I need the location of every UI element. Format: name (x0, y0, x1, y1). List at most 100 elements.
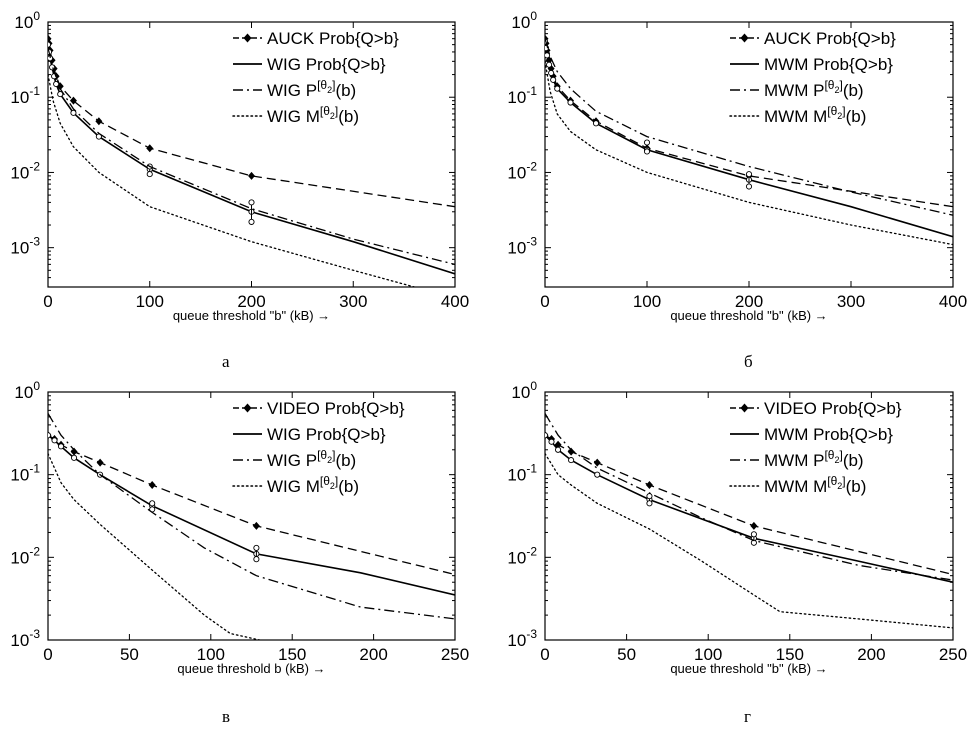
data-point (594, 471, 601, 478)
y-tick-label: 10-3 (10, 235, 40, 258)
x-tick-label: 50 (617, 645, 636, 664)
error-bar-cap (646, 500, 653, 507)
legend-label: WIG P[θ2](b) (267, 78, 356, 100)
chart-a: 0 100 200 300 400 100 10-1 10-2 10-3 queue thresh… (10, 9, 469, 323)
x-tick-label: 50 (120, 645, 139, 664)
legend-label: WIG Prob{Q>b} (267, 55, 386, 74)
x-tick-label: 300 (837, 292, 865, 311)
y-tick-label: 10-2 (507, 544, 537, 567)
error-bar-cap (745, 171, 753, 178)
y-tick-label: 10-1 (507, 462, 537, 485)
series-line-3 (545, 60, 953, 246)
x-tick-label: 100 (136, 292, 164, 311)
data-point (57, 91, 64, 98)
series-line-2 (545, 38, 953, 216)
chart-d: 0 50 100 150 200 250 100 10-1 10-2 10-3 queue thre… (507, 379, 967, 676)
caption-a: а (222, 352, 230, 371)
x-tick-label: 250 (441, 645, 469, 664)
y-tick-label: 10-1 (10, 462, 40, 485)
legend-label: WIG M[θ2](b) (267, 474, 359, 496)
data-point (248, 171, 255, 180)
data-point (548, 69, 555, 77)
x-tick-label: 150 (776, 645, 804, 664)
data-point (146, 144, 154, 153)
data-point (548, 438, 555, 445)
x-tick-label: 400 (939, 292, 967, 311)
error-bar-cap (643, 139, 651, 146)
error-bar-cap (253, 544, 260, 551)
y-tick-label: 10-2 (10, 159, 40, 182)
series-line-1 (48, 434, 455, 596)
legend-label: VIDEO Prob{Q>b} (267, 399, 405, 418)
data-point (568, 457, 575, 464)
caption-d: г (744, 707, 751, 726)
legend-label: MWM M[θ2](b) (764, 474, 866, 496)
series-line-0 (48, 434, 455, 576)
data-point (567, 99, 574, 106)
legend-label: MWM M[θ2](b) (764, 104, 866, 126)
y-tick-label: 100 (511, 9, 537, 32)
legend-label: WIG Prob{Q>b} (267, 425, 386, 444)
x-tick-label: 100 (694, 645, 722, 664)
data-point (70, 109, 77, 116)
y-tick-label: 100 (14, 9, 40, 32)
chart-c: 0 50 100 150 200 250 100 10-1 10-2 10-3 queue thre… (10, 379, 469, 676)
x-tick-label: 0 (43, 645, 52, 664)
legend-label: WIG M[θ2](b) (267, 104, 359, 126)
x-tick-label: 150 (278, 645, 306, 664)
series-line-2 (48, 413, 455, 620)
series-line-2 (545, 413, 953, 581)
data-point (95, 117, 103, 126)
error-bar-cap (646, 493, 653, 500)
y-tick-label: 10-2 (10, 544, 40, 567)
legend-label: VIDEO Prob{Q>b} (764, 399, 902, 418)
data-point (555, 446, 562, 453)
chart-b: 0 100 200 300 400 100 10-1 10-2 10-3 queue thresh… (507, 9, 967, 323)
x-tick-label: 100 (197, 645, 225, 664)
y-tick-label: 10-1 (507, 84, 537, 107)
error-bar-cap (750, 531, 757, 538)
y-tick-label: 100 (511, 379, 537, 402)
data-point (592, 120, 600, 127)
data-point (545, 52, 551, 59)
x-axis-label: queue threshold "b" (kB) → (173, 308, 330, 323)
series-line-0 (545, 434, 953, 576)
legend-label: WIG P[θ2](b) (267, 448, 356, 470)
y-tick-label: 10-2 (507, 159, 537, 182)
legend-label: MWM Prob{Q>b} (764, 55, 893, 74)
error-bar-cap (253, 556, 260, 563)
data-point (69, 96, 77, 105)
data-point (96, 458, 104, 467)
x-axis-label: queue threshold b (kB) → (177, 661, 325, 676)
y-tick-label: 100 (14, 379, 40, 402)
error-bar-cap (248, 199, 255, 206)
x-tick-label: 200 (359, 645, 387, 664)
y-tick-label: 10-3 (507, 627, 537, 650)
error-bar-cap (643, 148, 651, 155)
x-tick-label: 200 (857, 645, 885, 664)
x-tick-label: 200 (237, 292, 265, 311)
data-point (57, 443, 65, 450)
error-bar-cap (745, 183, 753, 190)
x-tick-label: 0 (43, 292, 52, 311)
data-point (546, 61, 553, 68)
series-line-3 (48, 452, 261, 640)
axes-frame (47, 391, 456, 641)
data-point (550, 76, 557, 83)
x-axis-label: queue threshold "b" (kB) → (670, 661, 827, 676)
error-bar-cap (248, 218, 255, 225)
legend-label: AUCK Prob{Q>b} (267, 29, 399, 48)
error-bar-cap (146, 171, 153, 178)
data-point (148, 480, 156, 489)
series-line-3 (48, 73, 415, 287)
y-tick-label: 10-3 (10, 627, 40, 650)
legend-label: AUCK Prob{Q>b} (764, 29, 896, 48)
data-point (645, 480, 653, 489)
data-point (567, 447, 575, 456)
axes-frame (47, 21, 456, 288)
data-point (48, 432, 52, 439)
data-point (593, 458, 601, 467)
legend-marker (740, 33, 749, 43)
y-tick-label: 10-1 (10, 84, 40, 107)
